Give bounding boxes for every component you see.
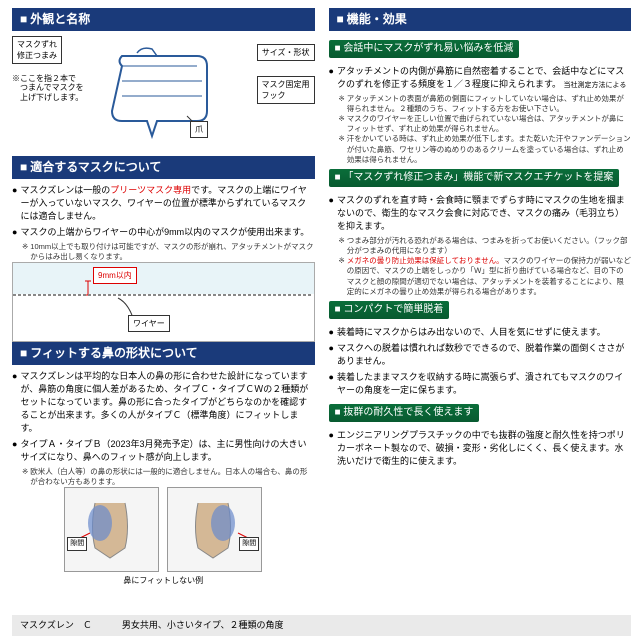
bullet-text: マスクへの脱着は慣れれば数秒でできるので、脱着作業の面倒くささがありません。 <box>329 342 632 368</box>
bullet-text: マスクの上端からワイヤーの中心が9mm以内のマスクが使用出来ます。 <box>12 226 315 239</box>
claw-label: 爪 <box>190 121 208 138</box>
section-header: 機能・効果 <box>329 8 632 31</box>
gap-label: 隙間 <box>67 537 87 551</box>
nose-diagram: 隙間 隙間 鼻にフィットしない例 <box>12 487 315 607</box>
knob-label: マスクずれ修正つまみ <box>12 36 62 64</box>
note-text: 10mm以上でも取り付けは可能ですが、マスクの形が崩れ、アタッチメントがマスクか… <box>22 242 315 262</box>
note-ref: 当社測定方法による <box>557 82 627 89</box>
wire-label: ワイヤー <box>128 315 170 332</box>
note-text: メガネの曇り防止効果は保証しておりません。マスクのワイヤーの保持力が弱いなどの原… <box>339 256 632 297</box>
sub-header: ■ コンパクトで簡単脱着 <box>329 301 450 319</box>
bullet-text: アタッチメントの内側が鼻筋に自然密着することで、会話中などにマスクのずれを修正す… <box>329 65 632 91</box>
hook-label: マスク固定用フック <box>257 76 315 104</box>
note-text: 欧米人（白人等）の鼻の形状には一般的に適合しません。日本人の場合も、鼻の形が合わ… <box>22 467 315 487</box>
sub-header: ■ 「マスクずれ修正つまみ」機能で新マスクエチケットを提案 <box>329 169 620 187</box>
bullet-text: タイプＡ・タイプＢ（2023年3月発売予定）は、主に男性向けの大きいサイズになり… <box>12 438 315 464</box>
size-label: サイズ・形状 <box>257 44 315 61</box>
bullet-text: エンジニアリングプラスチックの中でも抜群の強度と耐久性を持つポリカーボネート製な… <box>329 429 632 468</box>
note-text: 汗をかいている時は、ずれ止め効果が低下します。また乾いた汗やファンデーションが付… <box>339 134 632 164</box>
pinch-note: ※ここを指２本で つまんでマスクを 上げ下げします。 <box>12 74 84 103</box>
note-text: アタッチメントの表面が鼻筋の側面にフィットしていない場合は、ずれ止め効果が得られ… <box>339 94 632 114</box>
bullet-text: 装着したままマスクを収納する時に嵩張らず、潰されてもマスクのワイヤーの角度を一定… <box>329 371 632 397</box>
section-header: フィットする鼻の形状について <box>12 342 315 365</box>
bullet-text: マスクズレンは一般のプリーツマスク専用です。マスクの上端にワイヤーが入っていない… <box>12 184 315 223</box>
mask-illustration <box>102 41 232 151</box>
bullet-text: 装着時にマスクからはみ出ないので、人目を気にせずに使えます。 <box>329 326 632 339</box>
footer-bar: マスクズレン Ｃ 男女共用、小さいタイプ、２種類の角度 <box>12 615 631 636</box>
bullet-text: マスクズレンは平均的な日本人の鼻の形に合わせた設計になっていますが、鼻筋の角度に… <box>12 370 315 435</box>
product-name: マスクズレン Ｃ <box>20 619 92 632</box>
note-text: つまみ部分が汚れる恐れがある場合は、つまみを折ってお使いください。（フック部分が… <box>339 236 632 256</box>
nofit-caption: 鼻にフィットしない例 <box>12 575 315 586</box>
sub-header: ■ 抜群の耐久性で長く使えます <box>329 404 480 422</box>
sub-header: ■ 会話中にマスクがずれ易い悩みを低減 <box>329 40 520 58</box>
section-header: 適合するマスクについて <box>12 156 315 179</box>
appearance-diagram: マスクずれ修正つまみ ※ここを指２本で つまんでマスクを 上げ下げします。 サイ… <box>12 36 315 156</box>
gap-label: 隙間 <box>239 537 259 551</box>
bullet-text: マスクのずれを直す時・会食時に顎までずらす時にマスクの生地を掴まないので、衛生的… <box>329 194 632 233</box>
section-header: 外観と名称 <box>12 8 315 31</box>
product-spec: 男女共用、小さいタイプ、２種類の角度 <box>122 619 284 632</box>
note-text: マスクのワイヤーを正しい位置で曲げられていない場合は、アタッチメントが鼻にフィッ… <box>339 114 632 134</box>
wire-diagram: 9mm以内 ワイヤー <box>12 262 315 342</box>
